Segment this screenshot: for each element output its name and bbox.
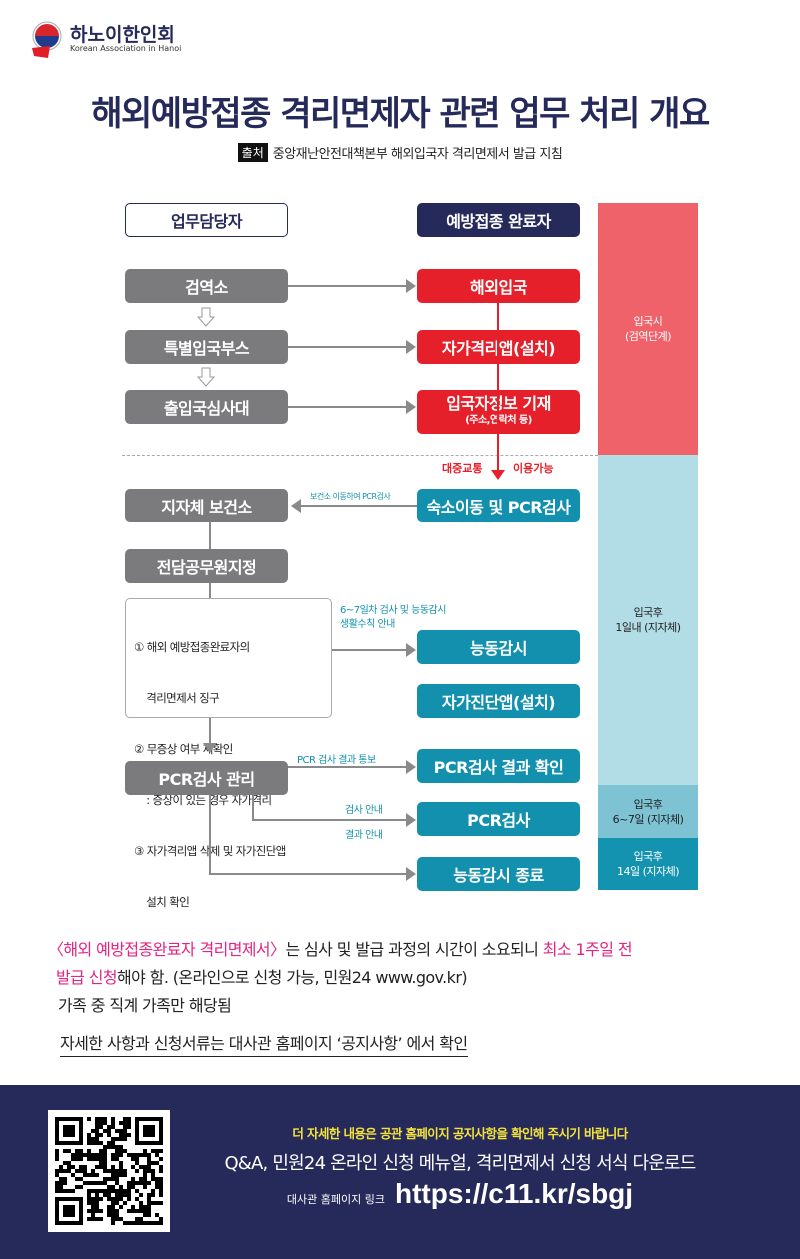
divider bbox=[122, 455, 598, 456]
note-line-1: 〈해외 예방접종완료자 격리면제서〉는 심사 및 발급 과정의 시간이 소요되니… bbox=[48, 940, 633, 959]
qr-code-icon bbox=[55, 1117, 163, 1225]
note-line-3: 가족 중 직계 가족만 해당됨 bbox=[58, 996, 232, 1015]
task-line: 격리면제서 징구 bbox=[134, 691, 220, 705]
footer-notice: 더 자세한 내용은 공관 홈페이지 공지사항을 확인해 주시기 바랍니다 bbox=[292, 1126, 628, 1141]
arrow-line bbox=[288, 346, 408, 348]
transit-right: 이용가능 bbox=[513, 462, 554, 475]
task-line: 설치 확인 bbox=[134, 895, 190, 909]
box-active-monitoring: 능동감시 bbox=[417, 630, 580, 664]
stage-day67: 입국후 6~7일 (지자체) bbox=[598, 785, 698, 838]
arrow-line bbox=[288, 406, 408, 408]
org-name: 하노이한인회 bbox=[70, 24, 175, 46]
hollow-arrow-down-icon bbox=[197, 367, 215, 387]
red-flow-line bbox=[497, 303, 499, 473]
stage-day1: 입국후 1일내 (지자체) bbox=[598, 455, 698, 785]
column-header-staff: 업무담당자 bbox=[125, 203, 288, 237]
footer-downloads: Q&A, 민원24 온라인 신청 메뉴얼, 격리면제서 신청 서식 다운로드 bbox=[224, 1153, 696, 1174]
label-day67: 6~7일차 검사 및 능동감시 생활수칙 안내 bbox=[340, 605, 446, 630]
task-list: ① 해외 예방접종완료자의 격리면제서 징구 ② 무증상 여부 재확인 : 증상… bbox=[125, 598, 332, 909]
box-immigration: 출입국심사대 bbox=[125, 390, 288, 424]
stage-entry: 입국시 (검역단계) bbox=[598, 203, 698, 455]
source-text: 중앙재난안전대책본부 해외입국자 격리면제서 발급 지침 bbox=[272, 147, 563, 162]
arrow-line bbox=[288, 285, 408, 287]
box-health-center: 지자체 보건소 bbox=[125, 489, 288, 522]
hollow-arrow-down-icon bbox=[197, 307, 215, 327]
box-pcr-result: PCR검사 결과 확인 bbox=[417, 749, 580, 783]
label-result-guide: 결과 안내 bbox=[345, 830, 383, 841]
label-pcr-result-notice: PCR 검사 결과 통보 bbox=[297, 755, 376, 766]
org-subtitle: Korean Association in Hanoi bbox=[70, 44, 182, 53]
box-assign-officer: 전담공무원지정 bbox=[125, 549, 288, 583]
box-overseas-entry: 해외입국 bbox=[417, 269, 580, 303]
box-quarantine-station: 검역소 bbox=[125, 269, 288, 303]
transit-left: 대중교통 bbox=[442, 462, 483, 475]
label-health-center-pcr: 보건소 이동하여 PCR검사 bbox=[310, 492, 391, 501]
stage-day14: 입국후 14일 (지자체) bbox=[598, 838, 698, 890]
note-line-2: 발급 신청해야 함. (온라인으로 신청 가능, 민원24 www.gov.kr… bbox=[56, 968, 468, 987]
qr-code[interactable] bbox=[48, 1110, 170, 1232]
box-pcr-test: PCR검사 bbox=[417, 802, 580, 836]
box-special-booth: 특별입국부스 bbox=[125, 330, 288, 364]
label-test-guide: 검사 안내 bbox=[345, 805, 383, 816]
link-label: 대사관 홈페이지 링크 bbox=[286, 1193, 385, 1206]
task-line: ③ 자가격리앱 삭제 및 자가진단앱 bbox=[134, 844, 286, 858]
logo bbox=[30, 20, 64, 58]
box-monitoring-end: 능동감시 종료 bbox=[417, 857, 580, 891]
source-badge: 출처 bbox=[237, 143, 268, 162]
page-title: 해외예방접종 격리면제자 관련 업무 처리 개요 bbox=[91, 94, 710, 134]
logo-emblem-icon bbox=[32, 21, 62, 58]
task-line: ① 해외 예방접종완료자의 bbox=[134, 640, 250, 654]
box-self-diagnosis-app: 자가진단앱(설치) bbox=[417, 684, 580, 718]
homepage-link[interactable]: https://c11.kr/sbgj bbox=[395, 1178, 634, 1209]
red-arrow-head bbox=[491, 470, 505, 480]
arrow-left bbox=[291, 499, 301, 513]
box-pcr-management: PCR검사 관리 bbox=[125, 761, 288, 795]
footer-link-row: 대사관 홈페이지 링크 https://c11.kr/sbgj bbox=[180, 1178, 740, 1210]
note-line-4: 자세한 사항과 신청서류는 대사관 홈페이지 ‘공지사항’ 에서 확인 bbox=[60, 1030, 468, 1057]
task-line: : 증상이 있는 경우 자가격리 bbox=[134, 793, 272, 807]
column-header-vaccinated: 예방접종 완료자 bbox=[417, 203, 580, 237]
arrow-down bbox=[203, 743, 217, 753]
box-move-pcr: 숙소이동 및 PCR검사 bbox=[417, 489, 580, 522]
source-line: 출처 중앙재난안전대책본부 해외입국자 격리면제서 발급 지침 bbox=[0, 143, 800, 162]
